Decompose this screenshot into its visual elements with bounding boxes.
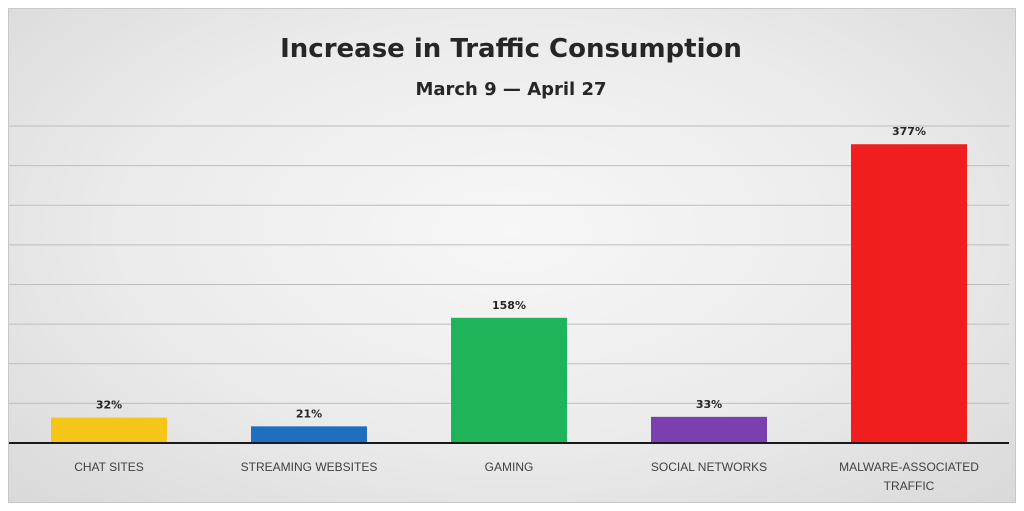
category-label: GAMING (485, 460, 534, 474)
chart-subtitle: March 9 — April 27 (415, 79, 606, 100)
bar (451, 317, 567, 443)
chart-area: Increase in Traffic Consumption March 9 … (8, 8, 1016, 503)
category-label: CHAT SITES (74, 460, 144, 474)
bar (651, 416, 767, 443)
bar (851, 144, 967, 444)
bar-chart: Increase in Traffic Consumption March 9 … (9, 34, 1009, 493)
chart-title: Increase in Traffic Consumption (280, 34, 742, 64)
data-label: 33% (696, 398, 722, 411)
bar (51, 417, 167, 443)
data-label: 377% (892, 125, 926, 138)
data-label: 21% (296, 407, 322, 420)
category-label: STREAMING WEBSITES (241, 460, 378, 474)
category-label: MALWARE-ASSOCIATED (839, 460, 979, 474)
data-labels: 32% 21% 158% 33% 377% (96, 125, 926, 420)
category-label: SOCIAL NETWORKS (651, 460, 767, 474)
bars (51, 144, 967, 444)
data-label: 158% (492, 299, 526, 312)
category-label: TRAFFIC (884, 479, 935, 493)
category-labels: CHAT SITES STREAMING WEBSITES GAMING SOCIAL… (74, 460, 979, 493)
bar (251, 426, 367, 443)
data-label: 32% (96, 399, 122, 412)
